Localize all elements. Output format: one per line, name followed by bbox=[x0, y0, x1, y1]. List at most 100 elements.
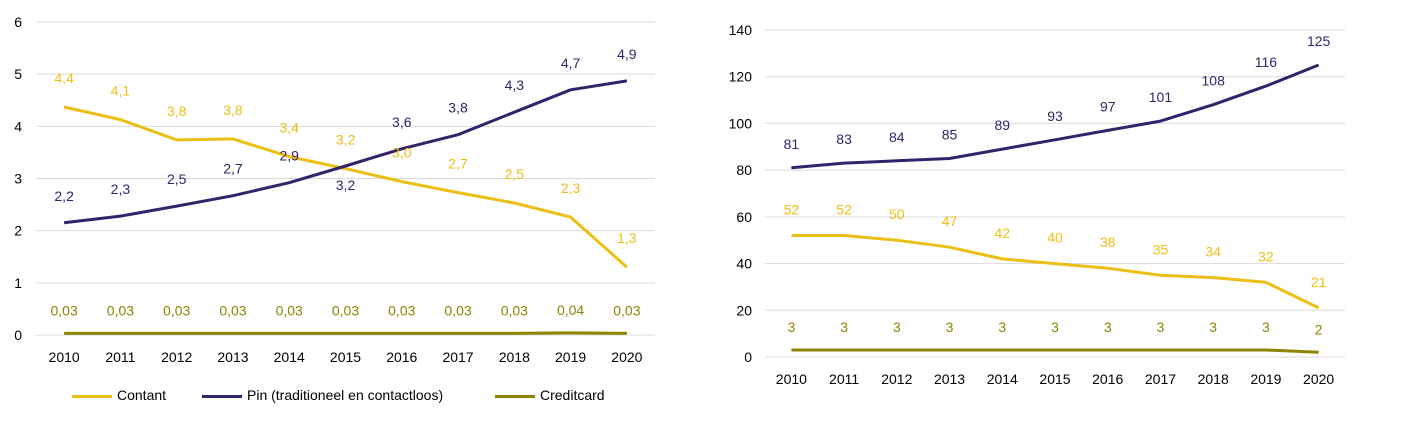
series-line-contant bbox=[63, 105, 628, 269]
data-label-creditcard: 3 bbox=[840, 319, 848, 335]
data-label-pin: 85 bbox=[942, 126, 958, 142]
series-line-contant bbox=[791, 234, 1320, 310]
data-label-creditcard: 3 bbox=[1157, 319, 1165, 335]
data-label-creditcard: 3 bbox=[1104, 319, 1112, 335]
data-label-pin: 83 bbox=[836, 131, 852, 147]
data-label-contant: 3,0 bbox=[392, 145, 412, 161]
data-label-creditcard: 0,03 bbox=[388, 302, 415, 318]
x-tick-label: 2011 bbox=[105, 349, 135, 365]
data-label-pin: 2,2 bbox=[54, 188, 74, 204]
series-line-creditcard bbox=[64, 331, 627, 335]
x-tick-label: 2017 bbox=[1145, 371, 1176, 387]
data-label-contant: 38 bbox=[1100, 234, 1116, 250]
legend-label-creditcard: Creditcard bbox=[540, 387, 605, 403]
y-tick-label: 3 bbox=[14, 171, 22, 187]
data-label-pin: 97 bbox=[1100, 98, 1116, 114]
data-label-creditcard: 3 bbox=[946, 319, 954, 335]
y-tick-label: 5 bbox=[14, 66, 22, 82]
data-label-creditcard: 3 bbox=[1262, 319, 1270, 335]
data-label-pin: 4,3 bbox=[505, 77, 525, 93]
x-tick-label: 2020 bbox=[611, 349, 642, 365]
legend-label-contant: Contant bbox=[117, 387, 167, 403]
x-tick-label: 2013 bbox=[217, 349, 248, 365]
data-label-pin: 2,7 bbox=[223, 161, 243, 177]
x-tick-label: 2014 bbox=[987, 371, 1018, 387]
data-label-contant: 42 bbox=[994, 225, 1010, 241]
x-tick-label: 2012 bbox=[881, 371, 912, 387]
data-label-creditcard: 0,03 bbox=[501, 302, 528, 318]
data-label-creditcard: 3 bbox=[787, 319, 795, 335]
data-label-creditcard: 0,03 bbox=[444, 302, 471, 318]
data-label-pin: 101 bbox=[1149, 89, 1173, 105]
y-tick-label: 0 bbox=[14, 327, 22, 343]
x-tick-label: 2014 bbox=[274, 349, 305, 365]
data-label-creditcard: 3 bbox=[1051, 319, 1059, 335]
y-tick-label: 6 bbox=[14, 14, 22, 30]
data-label-pin: 2,5 bbox=[167, 171, 187, 187]
data-label-pin: 93 bbox=[1047, 108, 1063, 124]
x-tick-label: 2018 bbox=[1198, 371, 1229, 387]
x-tick-label: 2020 bbox=[1303, 371, 1334, 387]
legend-swatch-contant bbox=[72, 395, 112, 398]
data-label-creditcard: 0,03 bbox=[219, 302, 246, 318]
x-tick-label: 2010 bbox=[49, 349, 80, 365]
data-label-pin: 108 bbox=[1202, 73, 1226, 89]
data-label-pin: 2,3 bbox=[111, 181, 131, 197]
data-label-contant: 3,2 bbox=[336, 132, 356, 148]
data-label-creditcard: 0,03 bbox=[107, 302, 134, 318]
data-label-contant: 3,4 bbox=[279, 120, 299, 136]
series-line-pin bbox=[63, 79, 628, 225]
chart-right: 0 20 40 60 80 100 120 140 2010 2011 2012 2013 2014 20… bbox=[729, 22, 1345, 387]
data-label-contant: 3,8 bbox=[223, 102, 243, 118]
data-label-contant: 47 bbox=[942, 213, 958, 229]
y-tick-label: 100 bbox=[729, 115, 753, 131]
data-label-contant: 2,5 bbox=[505, 166, 525, 182]
x-tick-label: 2015 bbox=[330, 349, 361, 365]
data-label-creditcard: 0,03 bbox=[613, 302, 640, 318]
data-label-contant: 1,3 bbox=[617, 230, 637, 246]
data-label-creditcard: 0,04 bbox=[557, 302, 584, 318]
y-tick-label: 140 bbox=[729, 22, 753, 38]
legend-swatch-pin bbox=[202, 395, 242, 398]
data-label-pin: 3,6 bbox=[392, 114, 412, 130]
data-label-pin: 4,9 bbox=[617, 46, 637, 62]
data-label-pin: 3,8 bbox=[448, 100, 468, 116]
x-tick-label: 2015 bbox=[1039, 371, 1070, 387]
data-label-pin: 84 bbox=[889, 129, 905, 145]
x-tick-label: 2012 bbox=[161, 349, 192, 365]
y-tick-label: 60 bbox=[736, 209, 752, 225]
data-label-contant: 32 bbox=[1258, 248, 1274, 264]
data-label-contant: 34 bbox=[1205, 244, 1221, 260]
data-label-pin: 3,2 bbox=[336, 177, 356, 193]
x-tick-label: 2016 bbox=[1092, 371, 1123, 387]
chart-left: 0 1 2 3 4 5 6 2010 2011 2012 2013 2014 2015 2016 2017 2… bbox=[14, 14, 655, 365]
y-tick-label: 120 bbox=[729, 69, 753, 85]
data-label-creditcard: 3 bbox=[1209, 319, 1217, 335]
data-label-pin: 4,7 bbox=[561, 55, 581, 71]
data-label-contant: 3,8 bbox=[167, 103, 187, 119]
legend-swatch-creditcard bbox=[495, 395, 535, 398]
x-tick-label: 2016 bbox=[386, 349, 417, 365]
x-tick-label: 2019 bbox=[1250, 371, 1281, 387]
x-tick-label: 2010 bbox=[776, 371, 807, 387]
data-label-creditcard: 0,03 bbox=[276, 302, 303, 318]
legend: Contant Pin (traditioneel en contactloos… bbox=[72, 384, 672, 408]
data-label-creditcard: 0,03 bbox=[163, 302, 190, 318]
data-label-pin: 81 bbox=[784, 136, 800, 152]
y-tick-label: 80 bbox=[736, 162, 752, 178]
data-label-creditcard: 0,03 bbox=[332, 302, 359, 318]
data-label-contant: 35 bbox=[1153, 241, 1169, 257]
x-tick-label: 2011 bbox=[829, 371, 859, 387]
data-label-creditcard: 0,03 bbox=[51, 302, 78, 318]
data-label-contant: 52 bbox=[784, 202, 800, 218]
data-label-contant: 40 bbox=[1047, 230, 1063, 246]
data-label-creditcard: 2 bbox=[1315, 321, 1323, 337]
y-tick-label: 1 bbox=[14, 275, 22, 291]
data-label-pin: 116 bbox=[1255, 54, 1278, 70]
series-line-pin bbox=[791, 63, 1320, 170]
x-tick-label: 2019 bbox=[555, 349, 586, 365]
y-tick-label: 2 bbox=[14, 223, 22, 239]
y-tick-label: 0 bbox=[744, 349, 752, 365]
y-tick-label: 40 bbox=[736, 256, 752, 272]
